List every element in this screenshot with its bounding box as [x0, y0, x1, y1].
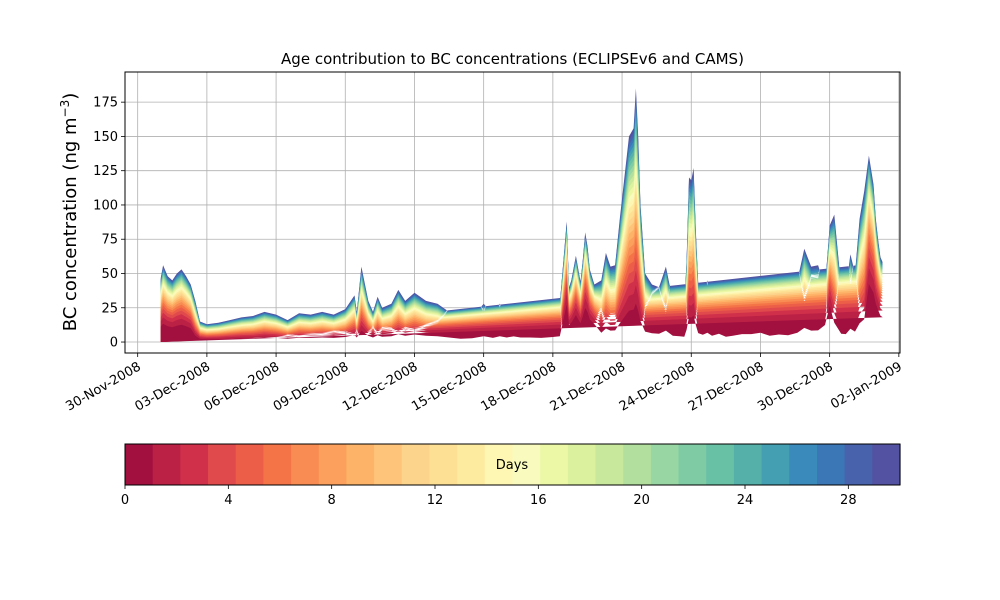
- y-axis-label-main: BC concentration (ng m: [60, 117, 81, 331]
- colorbar-swatch: [291, 444, 320, 485]
- colorbar-swatch: [789, 444, 818, 485]
- x-tick-label: 18-Dec-2008: [478, 359, 558, 414]
- y-axis-label-exponent: −3: [58, 100, 72, 118]
- x-tick-label: 30-Dec-2008: [755, 359, 835, 414]
- colorbar-swatch: [595, 444, 624, 485]
- plot-frame: [124, 71, 901, 354]
- y-tick-label: 75: [101, 233, 118, 248]
- colorbar-swatch: [263, 444, 292, 485]
- colorbar-tick-label: 24: [737, 493, 754, 508]
- y-axis: 0 25 50 75 100 125 150 175: [93, 96, 125, 351]
- y-tick-label: 175: [93, 96, 118, 111]
- colorbar-tick-label: 28: [840, 493, 857, 508]
- colorbar-swatch: [429, 444, 458, 485]
- x-tick-label: 21-Dec-2008: [548, 359, 628, 414]
- y-axis-label-close: ): [60, 93, 81, 100]
- x-tick-label: 24-Dec-2008: [617, 359, 697, 414]
- colorbar-swatch: [152, 444, 181, 485]
- age-layer-day-0: [160, 284, 883, 342]
- colorbar-swatch: [872, 444, 901, 485]
- colorbar-swatch: [346, 444, 375, 485]
- x-tick-label: 12-Dec-2008: [340, 359, 420, 414]
- colorbar-swatch: [816, 444, 846, 485]
- x-axis: 30-Nov-200803-Dec-200806-Dec-200809-Dec-…: [63, 353, 905, 415]
- colorbar-swatch: [401, 444, 431, 485]
- age-layer-day-19: [160, 132, 883, 342]
- colorbar-swatch: [374, 444, 403, 485]
- y-tick-label: 25: [101, 301, 118, 316]
- colorbar-tick-label: 16: [530, 493, 547, 508]
- colorbar-tick-label: 20: [633, 493, 650, 508]
- colorbar-swatch: [180, 444, 209, 485]
- colorbar-swatch: [678, 444, 707, 485]
- colorbar-swatch: [125, 444, 154, 485]
- colorbar-swatch: [844, 444, 873, 485]
- age-layer-day-20: [160, 126, 883, 342]
- age-area-layers: [160, 88, 883, 343]
- x-tick-label: 02-Jan-2009: [828, 359, 905, 412]
- colorbar-swatch: [484, 444, 514, 485]
- x-tick-label: 09-Dec-2008: [271, 359, 351, 414]
- colorbar-swatch: [512, 444, 541, 485]
- colorbar-swatch: [650, 444, 680, 485]
- y-tick-label: 50: [101, 267, 118, 282]
- colorbar-swatch: [235, 444, 264, 485]
- colorbar-swatch: [761, 444, 790, 485]
- grid-lines: [125, 72, 900, 353]
- y-tick-label: 0: [110, 336, 118, 351]
- x-tick-label: 30-Nov-2008: [63, 359, 143, 414]
- colorbar-swatch: [457, 444, 486, 485]
- colorbar-tick-label: 4: [224, 493, 232, 508]
- x-tick-label: 27-Dec-2008: [686, 359, 766, 414]
- colorbar-frame: [124, 443, 901, 486]
- colorbar-tick-label: 8: [328, 493, 336, 508]
- colorbar-swatch: [318, 444, 348, 485]
- x-tick-label: 06-Dec-2008: [202, 359, 282, 414]
- y-tick-label: 150: [93, 130, 118, 145]
- chart-title: Age contribution to BC concentrations (E…: [281, 50, 744, 68]
- y-tick-label: 125: [93, 164, 118, 179]
- colorbar-swatch: [540, 444, 569, 485]
- x-tick-label: 03-Dec-2008: [132, 359, 212, 414]
- x-tick-label: 15-Dec-2008: [409, 359, 489, 414]
- colorbar-tick-label: 12: [427, 493, 444, 508]
- colorbar-swatch: [706, 444, 735, 485]
- colorbar-ticks: 0 4 8 12 16 20 24 28: [121, 485, 857, 508]
- colorbar-swatch: [208, 444, 237, 485]
- y-tick-label: 100: [93, 198, 118, 213]
- colorbar-label: Days: [496, 458, 529, 473]
- colorbar-swatch: [733, 444, 763, 485]
- colorbar-swatch: [623, 444, 652, 485]
- colorbar-swatch: [567, 444, 597, 485]
- y-axis-label: BC concentration (ng m−3): [58, 93, 81, 332]
- colorbar-tick-label: 0: [121, 493, 129, 508]
- colorbar: [125, 444, 901, 485]
